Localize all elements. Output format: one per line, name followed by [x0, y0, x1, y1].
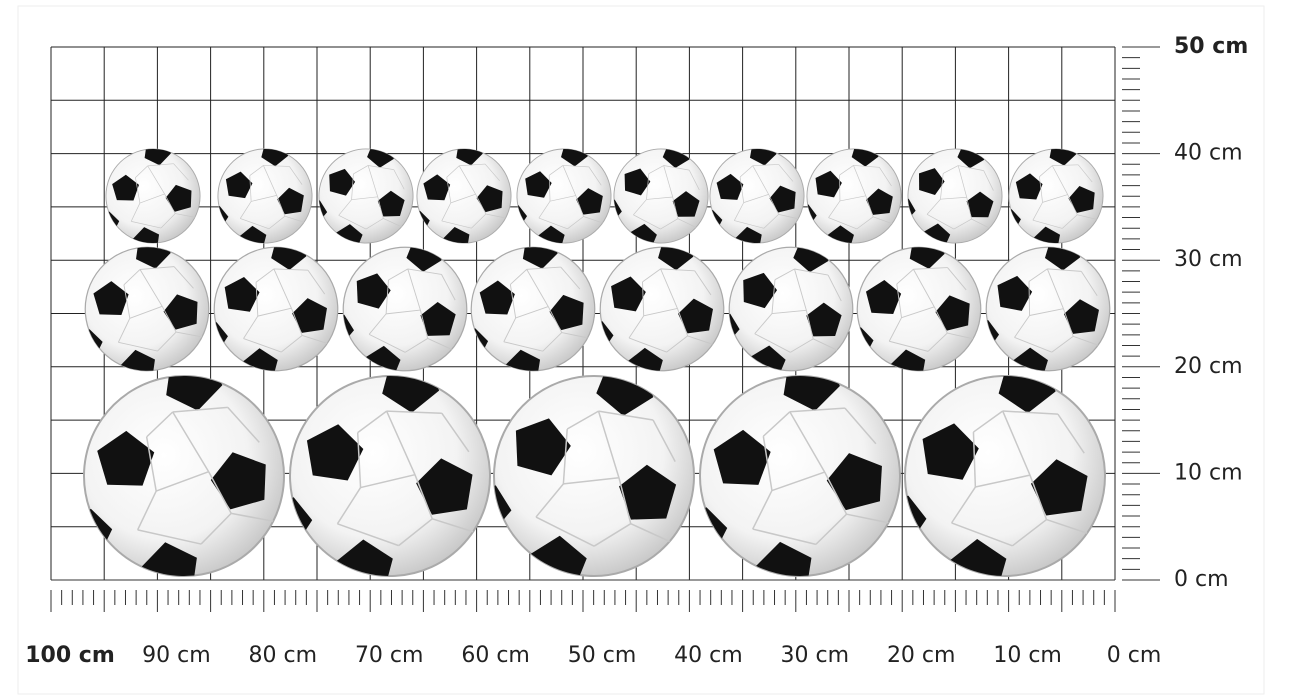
- ball-sticker: [969, 236, 1124, 382]
- ball-sticker: [259, 353, 518, 598]
- ball-sticker: [41, 340, 325, 612]
- ruler-label: 0 cm: [1174, 567, 1229, 592]
- ruler-label: 50 cm: [568, 643, 637, 668]
- ruler-label: 50 cm: [1174, 34, 1248, 59]
- ball-sticker: [303, 137, 427, 254]
- ball-sticker: [708, 231, 873, 387]
- rulers: 100 cm 90 cm 80 cm 70 cm 60 cm 50 cm 40 cm 30 c…: [25, 34, 1248, 668]
- ruler-label: 30 cm: [1174, 247, 1243, 272]
- ruler-label: 10 cm: [993, 643, 1062, 668]
- frame: [17, 5, 1265, 695]
- ruler-label: 90 cm: [142, 643, 211, 668]
- ball-sticker: [582, 235, 740, 384]
- balls: [41, 132, 1131, 612]
- ball-sticker: [397, 133, 529, 259]
- ball-sticker: [503, 139, 623, 252]
- ruler-label: 40 cm: [674, 643, 743, 668]
- ball-sticker: [794, 140, 912, 251]
- ruler-label: 60 cm: [461, 643, 530, 668]
- ball-sticker: [691, 134, 821, 259]
- ruler-label: 70 cm: [355, 643, 424, 668]
- ball-sticker: [85, 132, 219, 260]
- ball-sticker: [876, 356, 1131, 597]
- ball-sticker: [195, 233, 355, 384]
- ball-sticker: [323, 232, 485, 386]
- ruler-label: 20 cm: [1174, 354, 1243, 379]
- ball-sticker: [461, 351, 724, 600]
- ruler-label: 80 cm: [249, 643, 318, 668]
- ball-sticker: [658, 342, 938, 610]
- ruler-label: 100 cm: [25, 643, 115, 668]
- ruler-label: 40 cm: [1174, 141, 1243, 166]
- ball-sticker: [598, 136, 723, 255]
- ruler-label: 0 cm: [1107, 643, 1162, 668]
- ruler-label: 30 cm: [781, 643, 850, 668]
- ball-sticker: [58, 225, 233, 393]
- ruler-label: 20 cm: [887, 643, 956, 668]
- ball-sticker: [203, 138, 325, 253]
- ruler-label: 10 cm: [1174, 460, 1243, 485]
